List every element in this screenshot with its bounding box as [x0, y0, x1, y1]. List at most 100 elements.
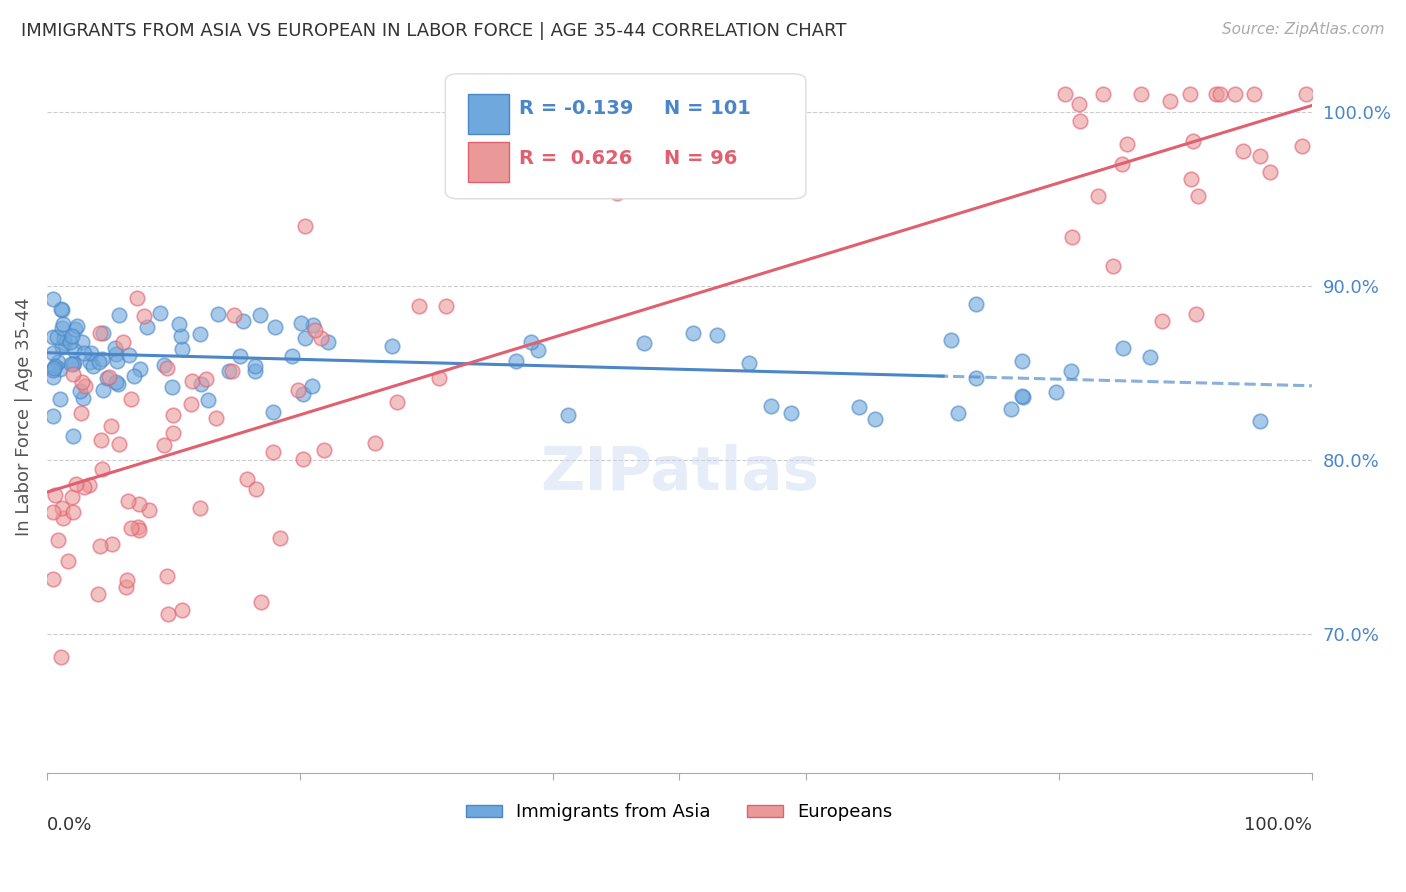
Point [1187, 189, 1209, 203]
Point [381, 339, 404, 353]
Point [108, 437, 131, 451]
Point [1139, 350, 1161, 364]
Point [606, 186, 628, 201]
Point [245, 364, 267, 378]
Point [49, 362, 72, 376]
Point [127, 292, 149, 306]
Point [51, 500, 73, 515]
Point [965, 371, 987, 385]
Point [149, 305, 172, 319]
Point [49, 650, 72, 665]
Point [180, 396, 202, 410]
Point [364, 436, 387, 450]
Point [53, 335, 76, 350]
Point [520, 335, 543, 350]
Legend: Immigrants from Asia, Europeans: Immigrants from Asia, Europeans [458, 796, 900, 829]
Point [91, 461, 114, 475]
Point [188, 500, 211, 515]
Point [737, 356, 759, 370]
Point [1069, 113, 1091, 128]
Point [105, 375, 128, 389]
Point [52, 331, 75, 345]
Point [229, 349, 252, 363]
Point [633, 336, 655, 351]
Point [73, 378, 96, 392]
Point [42, 572, 65, 586]
Point [1012, 390, 1035, 404]
Point [1291, 139, 1313, 153]
Point [1111, 156, 1133, 170]
Point [1011, 389, 1033, 403]
Point [49, 301, 72, 316]
Point [162, 380, 184, 394]
Point [1260, 165, 1282, 179]
Point [80, 346, 103, 360]
Point [42, 292, 65, 306]
Point [218, 364, 240, 378]
Point [249, 308, 271, 322]
Point [780, 406, 803, 420]
Point [100, 418, 122, 433]
Point [195, 372, 218, 386]
Point [197, 393, 219, 408]
Text: R =  0.626: R = 0.626 [519, 149, 633, 168]
Point [46, 354, 69, 368]
Point [1152, 313, 1174, 327]
Point [190, 377, 212, 392]
Point [51, 340, 73, 354]
Point [51, 321, 73, 335]
Point [135, 320, 157, 334]
Point [1087, 189, 1109, 203]
Point [1102, 259, 1125, 273]
Point [207, 307, 229, 321]
Point [45, 330, 67, 344]
Point [262, 405, 284, 419]
Point [1159, 95, 1181, 109]
Point [1243, 87, 1265, 102]
Point [172, 342, 194, 356]
Point [526, 343, 548, 357]
Point [1112, 341, 1135, 355]
Point [65, 476, 87, 491]
Point [232, 313, 254, 327]
Point [66, 318, 89, 333]
Point [70, 335, 93, 350]
Point [169, 317, 191, 331]
Point [152, 437, 174, 451]
Point [1060, 230, 1083, 244]
Point [250, 595, 273, 609]
Point [69, 384, 91, 399]
Point [101, 537, 124, 551]
Point [134, 310, 156, 324]
Point [1180, 171, 1202, 186]
Point [62, 505, 84, 519]
Point [287, 383, 309, 397]
Point [222, 309, 245, 323]
Point [309, 331, 332, 345]
Point [427, 371, 450, 385]
Text: N = 101: N = 101 [664, 99, 751, 118]
Point [1054, 87, 1077, 102]
Point [1011, 354, 1033, 368]
Point [170, 329, 193, 343]
Point [304, 322, 326, 336]
Point [60, 329, 83, 343]
Point [42, 360, 65, 375]
Point [1205, 87, 1227, 102]
Point [105, 354, 128, 368]
Point [318, 335, 340, 350]
Point [42, 505, 65, 519]
Point [69, 406, 91, 420]
Point [1182, 134, 1205, 148]
Point [262, 444, 284, 458]
Point [1000, 401, 1022, 416]
Point [1249, 414, 1271, 428]
Point [42, 346, 65, 360]
Point [682, 326, 704, 340]
Point [129, 361, 152, 376]
Text: IMMIGRANTS FROM ASIA VS EUROPEAN IN LABOR FORCE | AGE 35-44 CORRELATION CHART: IMMIGRANTS FROM ASIA VS EUROPEAN IN LABO… [21, 22, 846, 40]
Point [294, 219, 316, 233]
Point [124, 368, 146, 383]
Point [1184, 308, 1206, 322]
Point [1249, 149, 1271, 163]
